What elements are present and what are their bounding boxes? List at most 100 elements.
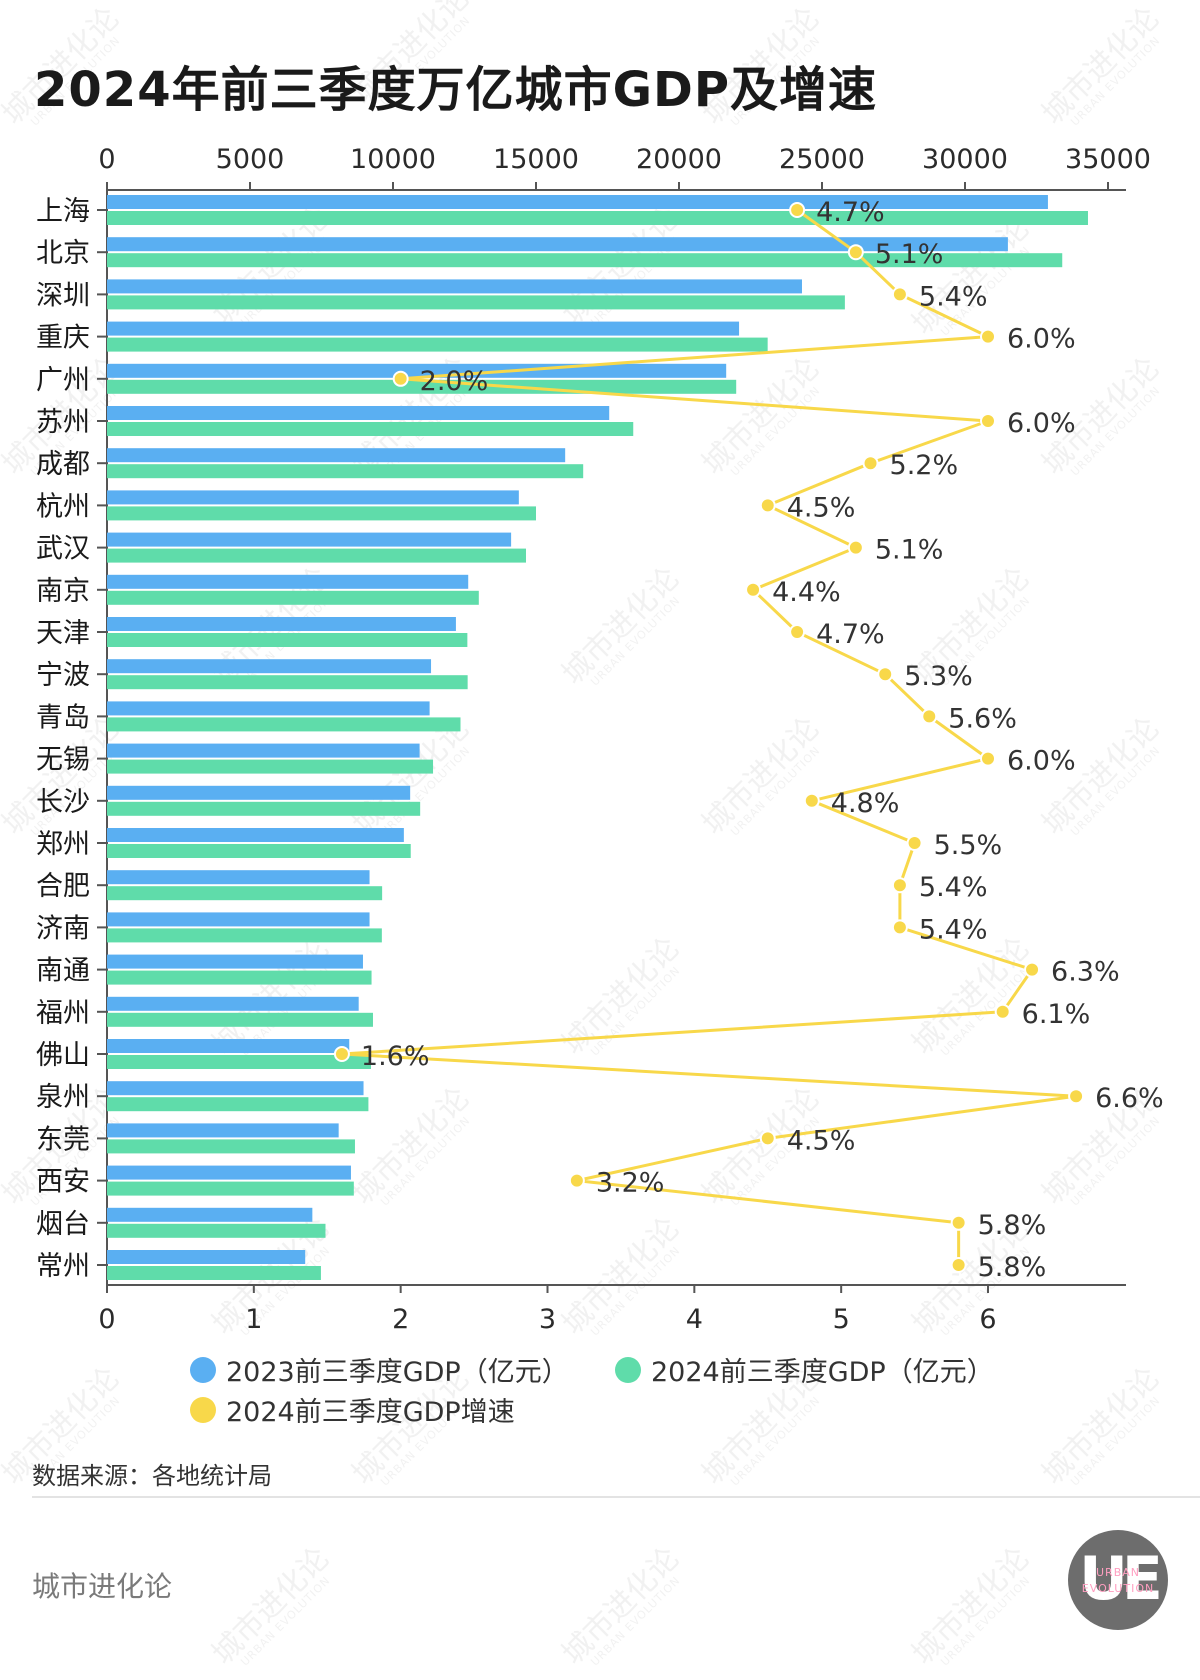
legend-swatch-gdp2024 (615, 1356, 641, 1383)
category-label: 西安 (36, 1167, 90, 1198)
growth-label: 6.3% (1051, 957, 1120, 988)
growth-label: 3.2% (596, 1168, 665, 1199)
growth-point (891, 286, 908, 303)
growth-label: 5.4% (919, 872, 988, 903)
growth-label: 6.6% (1095, 1083, 1164, 1114)
growth-label: 5.1% (875, 239, 944, 270)
growth-label: 4.8% (831, 788, 900, 819)
growth-point (1068, 1088, 1085, 1105)
growth-point (862, 455, 879, 472)
growth-point (789, 624, 806, 640)
legend-item-growth: 2024前三季度GDP增速 (190, 1390, 515, 1429)
growth-point (568, 1172, 585, 1189)
category-label: 杭州 (36, 491, 90, 522)
category-label: 天津 (36, 618, 90, 649)
category-label: 无锡 (36, 745, 90, 776)
bar-2023 (107, 448, 566, 463)
bar-2023 (107, 1207, 313, 1222)
bar-2024 (107, 928, 382, 943)
bar-2023 (107, 1165, 351, 1180)
bar-2023 (107, 617, 456, 631)
category-label: 佛山 (36, 1040, 90, 1071)
category-label: 长沙 (36, 787, 90, 818)
bar-2023 (107, 490, 519, 505)
growth-label: 5.6% (948, 703, 1017, 734)
bottom-tick-label: 0 (98, 1304, 115, 1335)
bar-2023 (107, 701, 430, 716)
growth-point (980, 413, 996, 429)
bar-2024 (107, 1055, 371, 1069)
bar-2023 (107, 912, 370, 927)
growth-point (1024, 961, 1041, 978)
growth-label: 5.3% (904, 661, 973, 692)
bar-2023 (107, 1081, 364, 1096)
bar-2024 (107, 295, 845, 310)
growth-point (745, 581, 762, 598)
growth-label: 5.4% (919, 914, 988, 945)
bar-2023 (107, 195, 1048, 209)
brand-name: 城市进化论 (32, 1570, 173, 1603)
legend-label-growth: 2024前三季度GDP增速 (226, 1397, 515, 1428)
bar-2024 (107, 717, 461, 732)
growth-label: 4.5% (787, 492, 856, 523)
bar-2023 (107, 828, 404, 842)
top-tick-label: 20000 (636, 144, 722, 175)
growth-label: 5.1% (875, 535, 944, 566)
growth-point (921, 708, 938, 725)
bar-2024 (107, 253, 1063, 268)
top-tick-label: 10000 (350, 144, 436, 175)
category-label: 广州 (36, 365, 90, 396)
bar-2024 (107, 886, 383, 901)
growth-point (891, 919, 908, 936)
growth-point (994, 1003, 1011, 1020)
bar-2023 (107, 785, 411, 800)
category-label: 合肥 (36, 871, 90, 902)
growth-point (891, 877, 908, 894)
category-label: 东莞 (36, 1124, 90, 1155)
growth-point (392, 370, 409, 387)
data-source: 数据来源：各地统计局 (32, 1462, 272, 1490)
bar-2023 (107, 996, 359, 1011)
growth-point (980, 328, 996, 345)
top-tick-label: 15000 (493, 144, 579, 175)
growth-label: 5.2% (890, 450, 959, 481)
legend-item-gdp2024: 2024前三季度GDP（亿元） (615, 1350, 994, 1389)
growth-label: 6.1% (1022, 999, 1091, 1030)
bar-2024 (107, 1012, 373, 1027)
growth-point (950, 1257, 967, 1273)
bar-2023 (107, 1123, 339, 1138)
bar-2024 (107, 1097, 369, 1112)
growth-point (847, 244, 864, 261)
growth-label: 4.7% (816, 619, 885, 650)
legend-swatch-gdp2023 (190, 1356, 216, 1383)
top-tick-label: 5000 (216, 144, 285, 175)
growth-label: 4.4% (772, 577, 841, 608)
growth-point (950, 1214, 967, 1231)
growth-label: 5.8% (978, 1252, 1047, 1283)
brand-logo: UE URBAN EVOLUTION (1068, 1530, 1168, 1630)
bar-2024 (107, 464, 584, 479)
growth-point (847, 539, 864, 556)
bar-2024 (107, 548, 526, 563)
bar-2023 (107, 532, 512, 547)
top-tick-label: 30000 (922, 144, 1008, 175)
category-label: 福州 (36, 998, 90, 1029)
growth-label: 5.4% (919, 281, 988, 312)
bar-2023 (107, 321, 740, 336)
growth-label: 2.0% (420, 366, 489, 397)
bar-2023 (107, 237, 1008, 252)
growth-point (333, 1046, 350, 1062)
top-tick-label: 25000 (779, 144, 865, 175)
bar-2024 (107, 211, 1088, 225)
bottom-tick-label: 4 (686, 1304, 703, 1335)
bar-2023 (107, 279, 802, 294)
chart-title: 2024年前三季度万亿城市GDP及增速 (34, 62, 878, 118)
growth-point (789, 202, 806, 218)
category-label: 郑州 (36, 829, 90, 860)
bar-2024 (107, 590, 479, 605)
bar-2024 (107, 970, 372, 985)
growth-point (803, 792, 820, 809)
